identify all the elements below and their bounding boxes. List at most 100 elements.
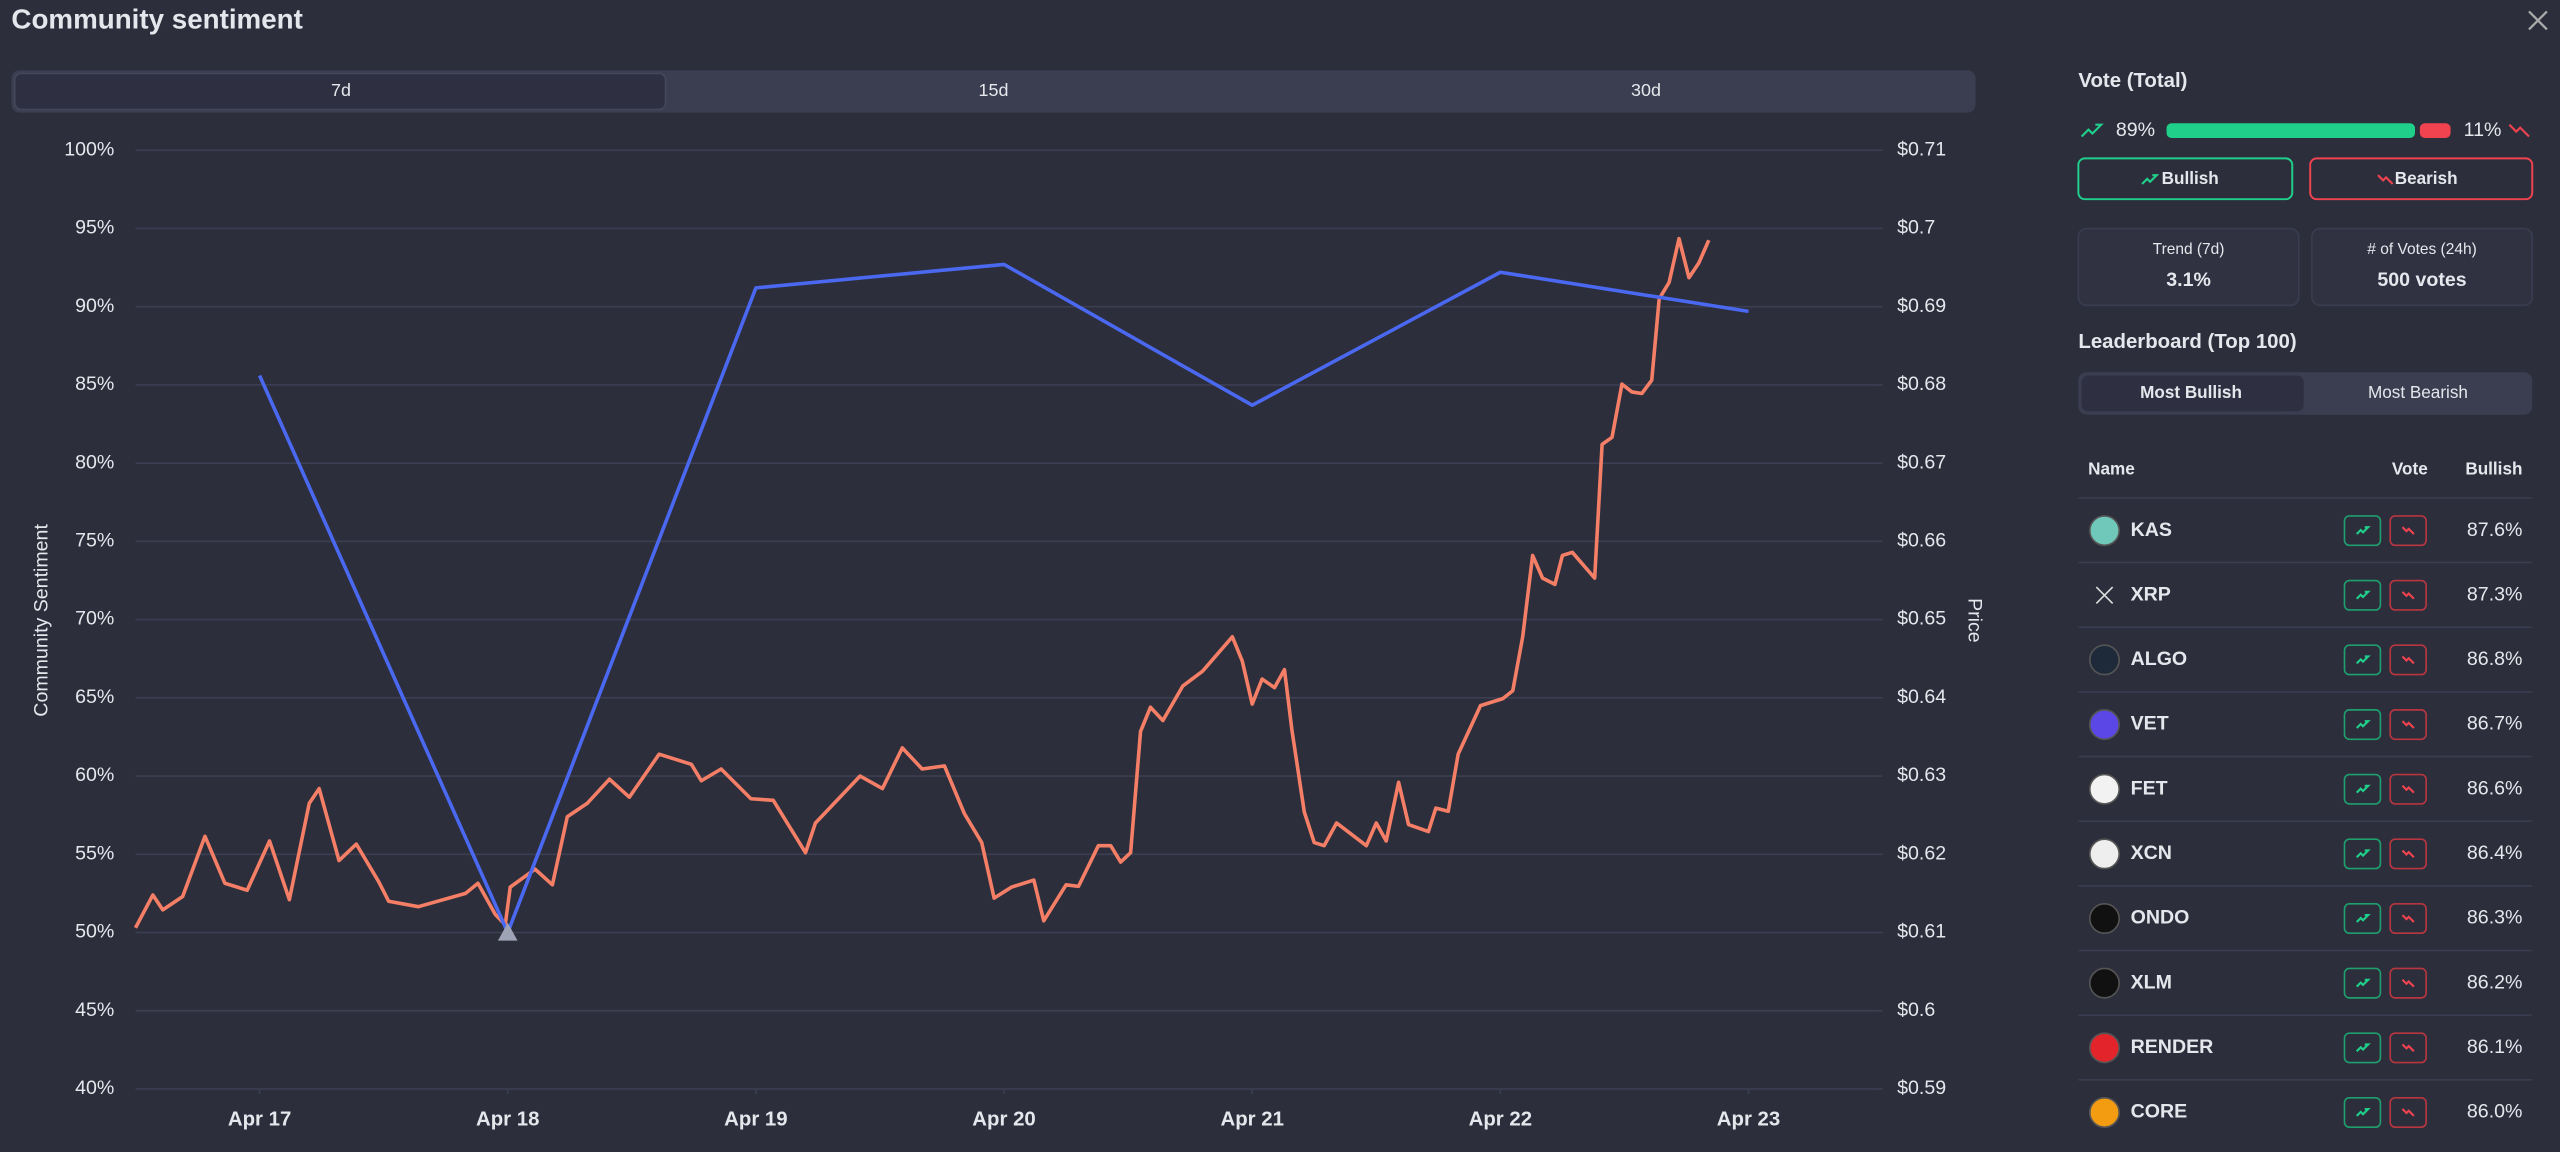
vote-down[interactable] [2389, 903, 2427, 935]
tab[interactable]: Most Bullish [2140, 382, 2242, 402]
y2-tick-label: $0.61 [1897, 921, 1946, 943]
vote-button[interactable]: Bullish [2077, 157, 2294, 201]
vote-up[interactable] [2343, 709, 2382, 741]
vote-up[interactable] [2343, 579, 2382, 611]
vote-up[interactable] [2343, 1096, 2382, 1129]
icon [2401, 591, 2415, 600]
icon [2355, 914, 2371, 923]
y-axis-label: Community Sentiment [31, 524, 53, 717]
vote-down[interactable] [2389, 644, 2427, 676]
x-tick-label: Apr 23 [1717, 1108, 1780, 1130]
tab[interactable]: 7d [331, 80, 351, 100]
y-tick-label: 55% [75, 842, 114, 864]
button-frame [2343, 1032, 2382, 1064]
coin-icon [2088, 515, 2120, 547]
tab-active [13, 72, 667, 111]
y2-tick-label: $0.67 [1897, 451, 1946, 473]
coin-icon [2088, 709, 2120, 741]
vote-up[interactable] [2343, 515, 2382, 547]
y-tick-label: 50% [75, 921, 114, 943]
vote-down[interactable] [2389, 967, 2427, 999]
stat-card [2077, 227, 2300, 307]
vote-down[interactable] [2389, 579, 2427, 611]
coin-name: KAS [2131, 519, 2172, 541]
vote-down[interactable] [2389, 773, 2427, 805]
icon [2401, 720, 2415, 729]
coin-name: XCN [2131, 842, 2172, 864]
vote-up[interactable] [2343, 903, 2382, 935]
y2-tick-label: $0.65 [1897, 608, 1946, 630]
column-header: Vote [2392, 459, 2428, 479]
button-frame [2389, 838, 2427, 870]
y2-tick-label: $0.71 [1897, 138, 1946, 160]
icon [2355, 526, 2371, 535]
vote-up[interactable] [2343, 1032, 2382, 1064]
bullish-value: 86.7% [2467, 713, 2523, 735]
coin-icon [2088, 644, 2120, 676]
bullish-value: 86.0% [2467, 1101, 2523, 1123]
icon [2355, 720, 2371, 729]
coin-name: RENDER [2131, 1036, 2214, 1058]
icon [2401, 785, 2415, 794]
x-tick-label: Apr 19 [724, 1108, 787, 1130]
coin-icon [2088, 1032, 2120, 1064]
icon [2355, 590, 2371, 600]
y-tick-label: 85% [75, 373, 114, 395]
button-frame [2389, 515, 2427, 547]
tab[interactable]: 15d [979, 80, 1009, 100]
vote-up[interactable] [2343, 644, 2382, 676]
icon [2355, 978, 2371, 988]
icon [2401, 655, 2415, 665]
coin-icon [2088, 1096, 2120, 1129]
bullish-value: 86.8% [2467, 648, 2523, 670]
coin-name: XLM [2131, 971, 2172, 993]
button-frame [2343, 1096, 2382, 1129]
button-frame [2389, 773, 2427, 805]
vote-down[interactable] [2389, 515, 2427, 547]
icon [2141, 174, 2160, 185]
icon [2528, 10, 2548, 31]
close-button[interactable] [2528, 10, 2548, 31]
button-label: Bearish [2395, 168, 2458, 188]
icon [2095, 586, 2114, 605]
coin-name: XRP [2131, 583, 2171, 605]
vote-down[interactable] [2389, 838, 2427, 870]
y-tick-label: 75% [75, 530, 114, 552]
icon [2355, 1108, 2371, 1117]
y-tick-label: 100% [64, 138, 114, 160]
vote-button[interactable]: Bearish [2309, 157, 2534, 201]
y2-tick-label: $0.62 [1897, 842, 1946, 864]
bearish-bar [2419, 123, 2451, 138]
y-tick-label: 40% [75, 1077, 114, 1099]
bullish-pct: 89% [2116, 119, 2155, 141]
vote-down[interactable] [2389, 1096, 2427, 1129]
button-frame [2343, 903, 2382, 935]
coin-name: ALGO [2131, 648, 2188, 670]
bullish-value: 86.4% [2467, 842, 2523, 864]
button-frame [2077, 157, 2294, 201]
x-tick-label: Apr 22 [1469, 1108, 1532, 1130]
icon [2508, 123, 2530, 138]
y-tick-label: 65% [75, 686, 114, 708]
button-frame [2343, 515, 2382, 547]
tab-active [2081, 375, 2304, 412]
vote-up[interactable] [2343, 967, 2382, 999]
bullish-value: 86.6% [2467, 777, 2523, 799]
button-frame [2389, 903, 2427, 935]
icon [2355, 655, 2371, 665]
vote-up[interactable] [2343, 773, 2382, 805]
column-header: Bullish [2465, 459, 2522, 479]
icon [2401, 526, 2415, 535]
stat-value: 500 votes [2377, 269, 2466, 291]
vote-down[interactable] [2389, 709, 2427, 741]
vote-down[interactable] [2389, 1032, 2427, 1064]
vote-up[interactable] [2343, 838, 2382, 870]
y2-tick-label: $0.69 [1897, 295, 1946, 317]
tab[interactable]: 30d [1631, 80, 1661, 100]
y2-axis-label: Price [1964, 598, 1986, 643]
tab[interactable]: Most Bearish [2368, 382, 2468, 402]
y2-tick-label: $0.64 [1897, 686, 1946, 708]
button-frame [2343, 773, 2382, 805]
x-tick-label: Apr 20 [972, 1108, 1035, 1130]
